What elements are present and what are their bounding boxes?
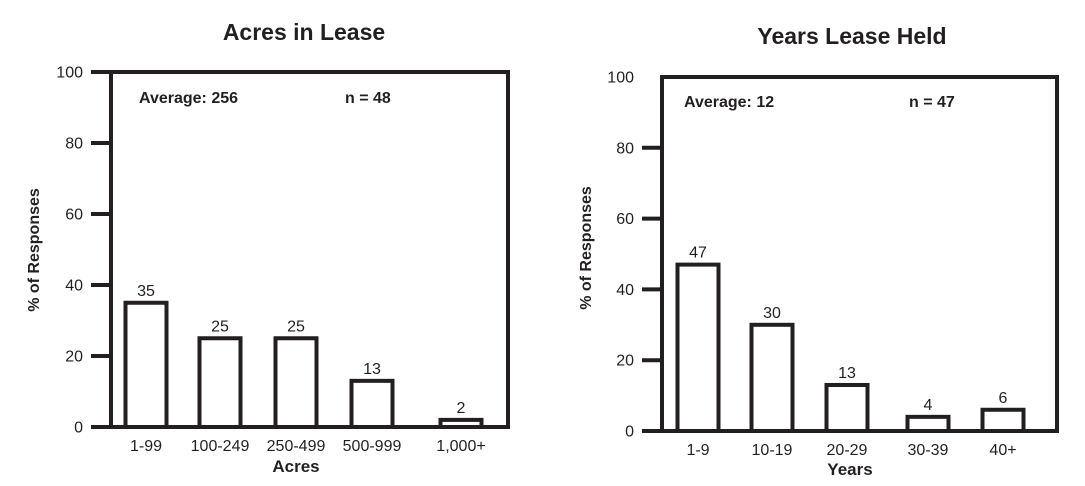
y-axis-label: % of Responses (578, 186, 595, 310)
n-annotation: n = 47 (909, 94, 955, 111)
y-tick-label: 20 (65, 349, 83, 366)
bar-value-label: 6 (999, 390, 1008, 407)
x-category-label: 40+ (989, 442, 1016, 459)
x-category-label: 250-499 (267, 438, 326, 455)
x-category-label: 1-9 (686, 442, 709, 459)
bar-value-label: 13 (363, 361, 381, 378)
bar (749, 322, 795, 433)
average-annotation: Average: 256 (139, 90, 238, 107)
y-tick-label: 100 (607, 70, 634, 87)
bar-value-label: 4 (924, 397, 933, 414)
bar (123, 300, 169, 429)
x-axis-label: Years (827, 460, 872, 479)
bar (438, 417, 484, 429)
years-lease-held-chart: Years Lease Held 0 20 40 60 80 100 % of Respons… (578, 23, 1059, 479)
y-tick-label: 100 (56, 65, 83, 82)
acres-in-lease-chart: Acres in Lease 0 20 40 60 80 100 % of Responses… (26, 19, 510, 476)
n-annotation: n = 48 (345, 90, 391, 107)
x-category-label: 30-39 (908, 442, 949, 459)
y-tick-label: 60 (616, 211, 634, 228)
bar-value-label: 2 (457, 400, 466, 417)
bar-value-label: 35 (137, 283, 155, 300)
y-tick-label: 40 (616, 282, 634, 299)
bar (905, 414, 951, 433)
bar-value-label: 13 (838, 365, 856, 382)
bar-value-label: 25 (211, 318, 229, 335)
x-category-label: 1,000+ (436, 438, 485, 455)
bar-value-label: 25 (287, 318, 305, 335)
bar-value-label: 47 (689, 245, 707, 262)
plot-frame (660, 75, 1059, 433)
chart-title: Acres in Lease (223, 19, 385, 45)
bar (197, 336, 243, 429)
x-axis-label: Acres (272, 457, 319, 476)
bar (824, 382, 870, 434)
chart-title: Years Lease Held (757, 23, 946, 49)
average-annotation: Average: 12 (684, 94, 774, 111)
x-category-label: 20-29 (827, 442, 868, 459)
bar (349, 378, 395, 430)
y-tick-label: 80 (65, 136, 83, 153)
y-tick-label: 80 (616, 140, 634, 157)
bar (980, 407, 1026, 434)
bar (675, 262, 721, 433)
y-tick-label: 20 (616, 353, 634, 370)
x-category-label: 100-249 (191, 438, 250, 455)
y-tick-label: 40 (65, 278, 83, 295)
x-category-label: 500-999 (343, 438, 402, 455)
y-tick-label: 0 (74, 420, 83, 437)
x-category-label: 10-19 (752, 442, 793, 459)
x-category-label: 1-99 (130, 438, 162, 455)
y-tick-label: 60 (65, 207, 83, 224)
y-tick-label: 0 (625, 424, 634, 441)
y-axis-label: % of Responses (26, 188, 43, 312)
bar-value-label: 30 (763, 305, 781, 322)
bar (273, 336, 319, 429)
